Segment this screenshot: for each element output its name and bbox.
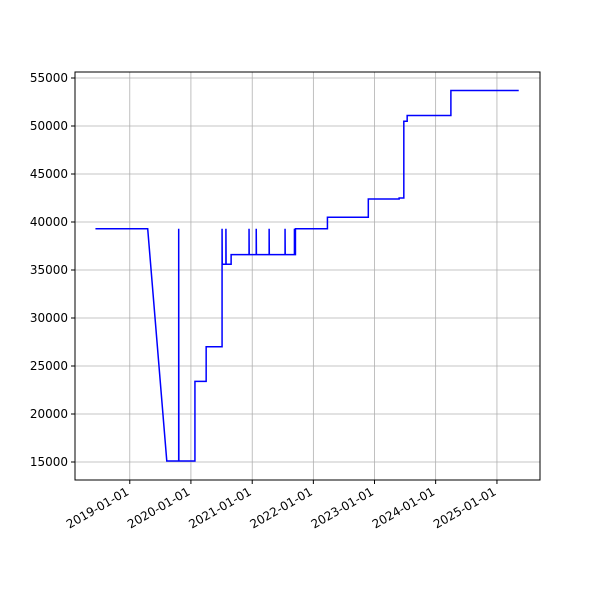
y-tick-label: 40000 xyxy=(30,215,68,229)
line-series xyxy=(95,89,519,462)
y-tick-label: 50000 xyxy=(30,119,68,133)
y-tick-label: 15000 xyxy=(30,455,68,469)
y-tick-label: 30000 xyxy=(30,311,68,325)
y-tick-label: 25000 xyxy=(30,359,68,373)
y-tick-label: 55000 xyxy=(30,71,68,85)
y-tick-label: 35000 xyxy=(30,263,68,277)
y-tick-label: 45000 xyxy=(30,167,68,181)
y-tick-label: 20000 xyxy=(30,407,68,421)
plot-frame xyxy=(74,71,541,481)
